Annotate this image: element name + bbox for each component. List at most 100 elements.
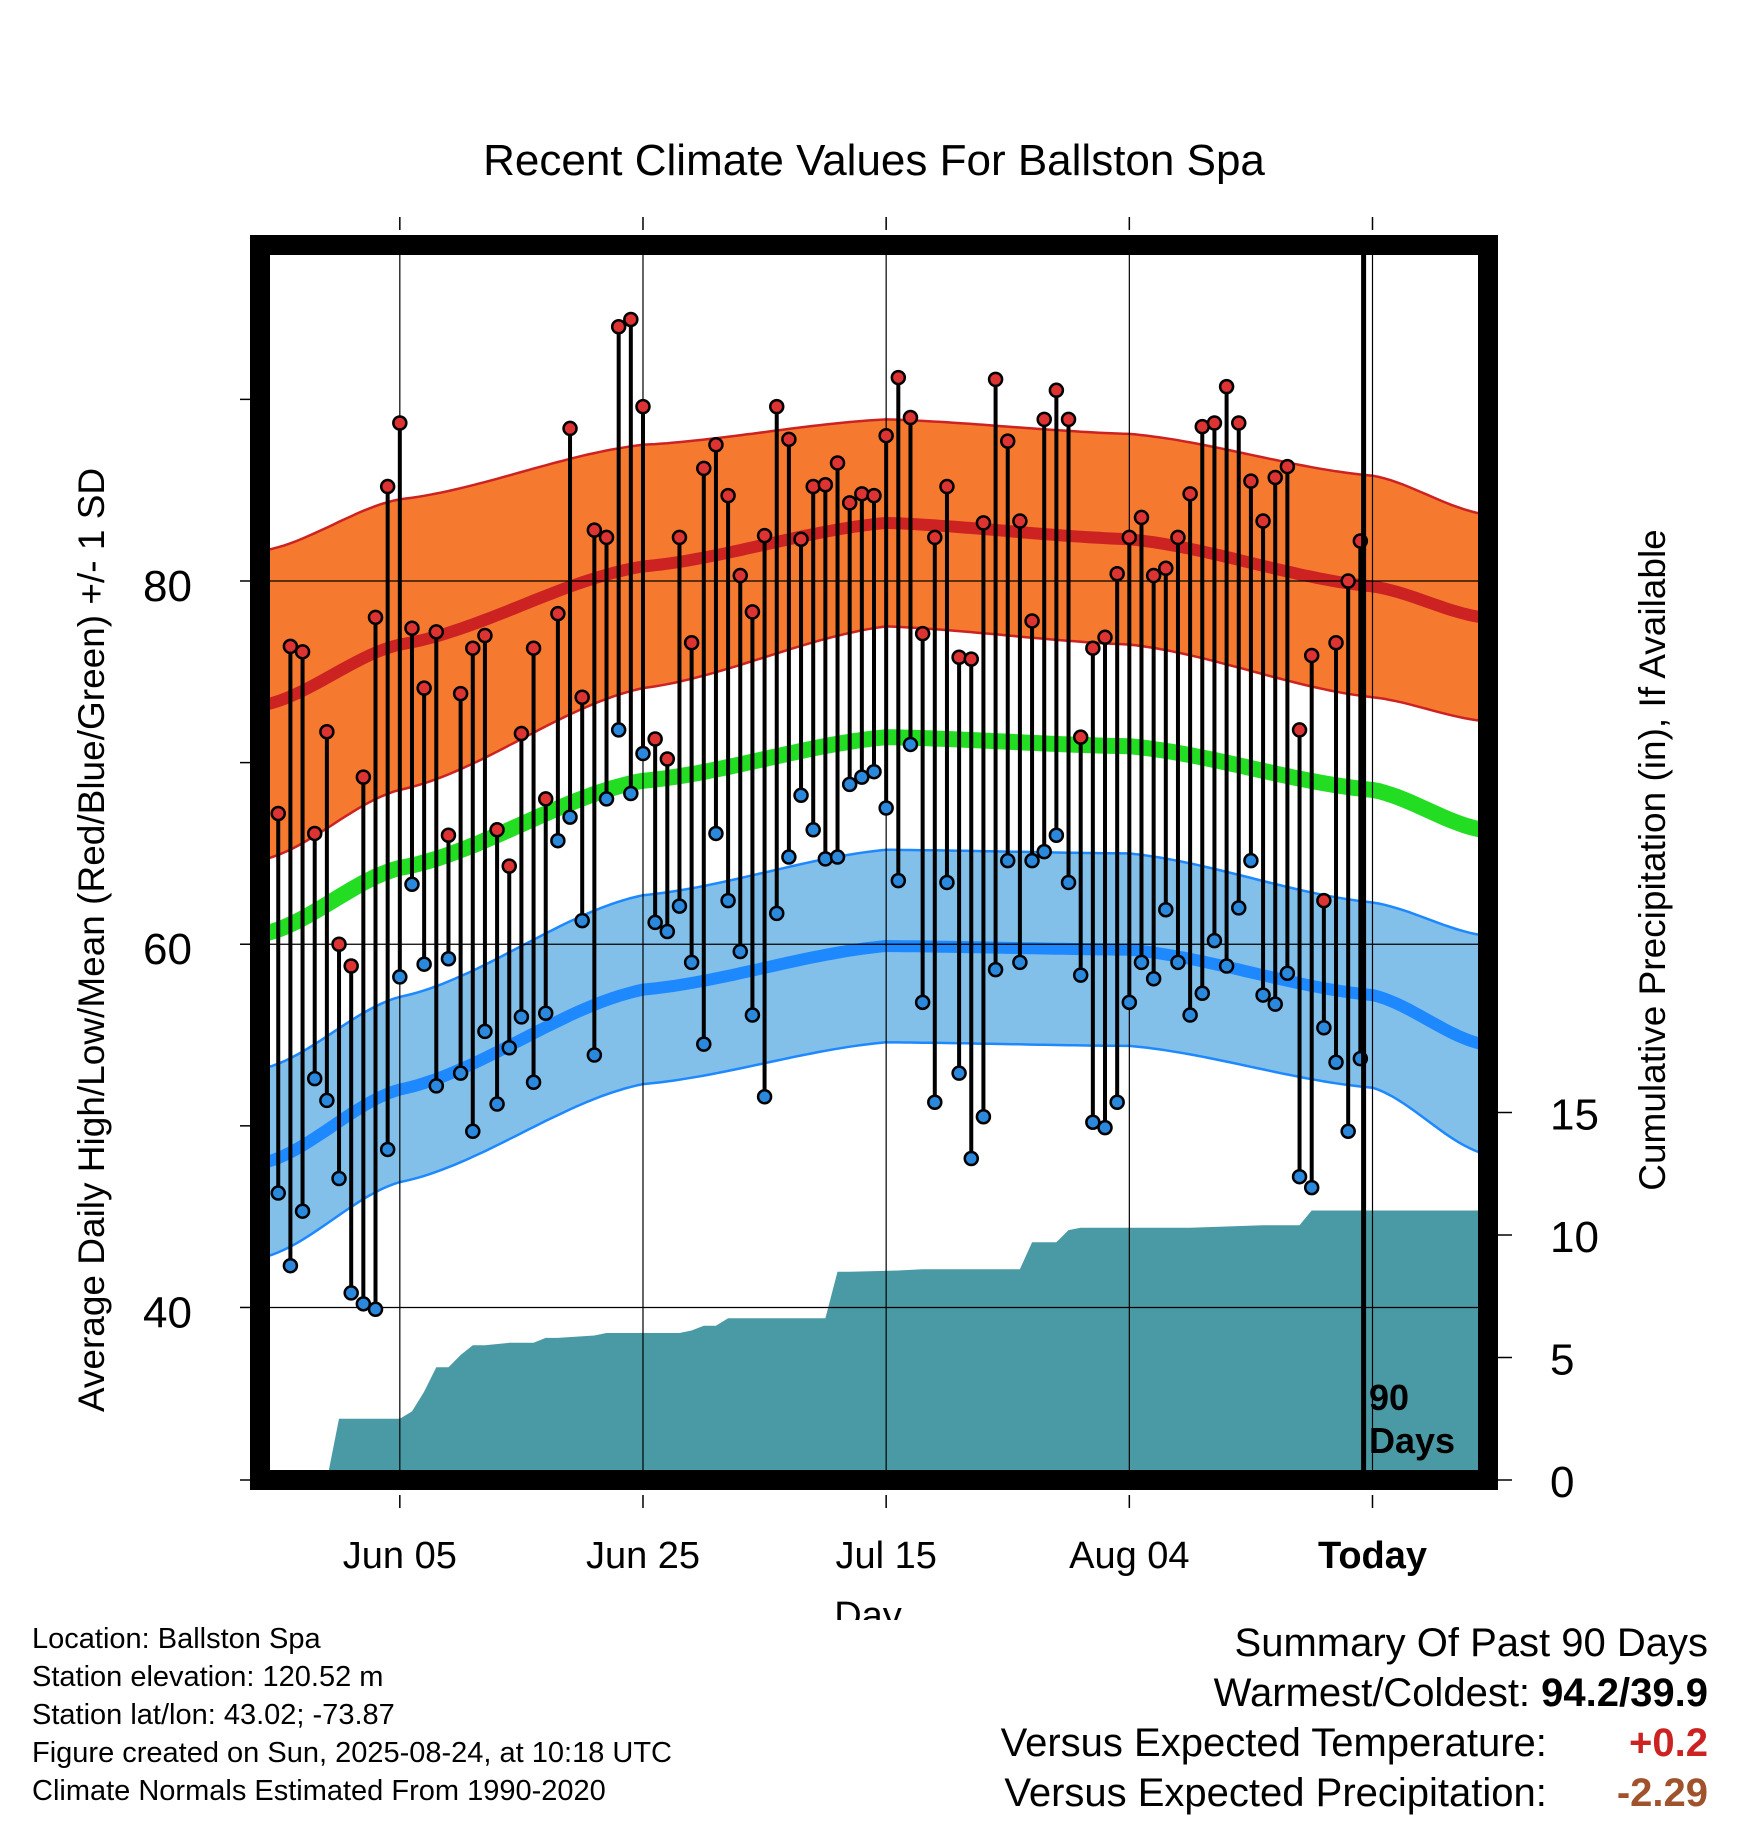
high-temp-point <box>306 825 323 842</box>
low-upper-edge <box>265 848 1483 1069</box>
y2-tick-label: 0 <box>1550 1458 1574 1507</box>
low-temp-point <box>1170 954 1186 971</box>
chart-title: Recent Climate Values For Ballston Spa <box>483 136 1265 185</box>
y-tick-label: 60 <box>143 925 192 974</box>
low-temp-point <box>841 776 858 793</box>
y2-tick-label: 5 <box>1550 1336 1574 1385</box>
low-temp-point <box>1316 1020 1332 1036</box>
high-upper-edge <box>265 418 1483 552</box>
low-temp-point <box>1255 987 1271 1003</box>
low-temp-point <box>927 1094 943 1110</box>
summary-panel: Summary Of Past 90 Days Warmest/Coldest:… <box>1001 1618 1708 1818</box>
low-temp-point <box>379 1141 396 1158</box>
high-temp-point <box>440 827 457 844</box>
high-temp-point <box>1012 513 1028 529</box>
high-temp-point <box>1133 509 1150 526</box>
low-lower-edge <box>265 1041 1483 1258</box>
normals-text: Climate Normals Estimated From 1990-2020 <box>32 1775 606 1807</box>
high-temp-point <box>927 529 943 546</box>
high-temp-point <box>367 609 384 626</box>
low-temp-point <box>1121 994 1138 1011</box>
summary-heading: Summary Of Past 90 Days <box>1234 1621 1708 1665</box>
low-temp-point <box>331 1170 347 1187</box>
high-temp-point <box>392 415 408 431</box>
low-temp-point <box>744 1007 761 1023</box>
low-temp-point <box>805 822 821 838</box>
low-temp-point <box>963 1150 980 1167</box>
high-temp-point <box>963 651 980 667</box>
y-tick-label: 40 <box>143 1288 192 1337</box>
high-temp-point <box>294 644 311 660</box>
y-tick-label: 80 <box>143 562 192 611</box>
warmest-coldest-row: Warmest/Coldest: 94.2/39.9 <box>1001 1668 1708 1718</box>
low-temp-point <box>878 800 894 816</box>
high-temp-point <box>331 936 347 952</box>
x-axis-label: Day <box>834 1595 902 1620</box>
high-temp-point <box>854 486 870 502</box>
high-temp-point <box>1121 529 1138 546</box>
high-temp-point <box>1072 729 1089 745</box>
high-temp-point <box>1218 378 1235 395</box>
high-temp-point <box>513 725 530 742</box>
low-temp-point <box>708 825 724 842</box>
high-temp-point <box>1340 573 1356 589</box>
high-temp-point <box>1036 411 1052 428</box>
high-temp-point <box>720 487 736 504</box>
low-temp-point <box>282 1257 299 1274</box>
low-temp-point <box>854 769 870 785</box>
climate-chart: Recent Climate Values For Ballston Spa 9… <box>71 136 1673 1620</box>
high-temp-point <box>793 531 809 547</box>
high-temp-point <box>1145 567 1162 584</box>
high-temp-point <box>465 640 481 656</box>
low-temp-point <box>696 1036 712 1052</box>
low-temp-point <box>562 809 578 825</box>
plot-frame <box>250 235 1498 1490</box>
low-temp-point <box>781 849 797 865</box>
x-tick-label: Jun 05 <box>343 1535 457 1577</box>
low-temp-point <box>489 1096 505 1112</box>
high-temp-point <box>708 437 724 453</box>
high-temp-point <box>416 680 432 696</box>
low-temp-point <box>951 1065 967 1081</box>
low-temp-point <box>306 1070 323 1087</box>
high-temp-point <box>1255 513 1271 529</box>
precipitation-area <box>266 1210 1482 1480</box>
low-temp-point <box>404 876 420 893</box>
low-temp-point <box>1036 843 1052 860</box>
high-temp-point <box>1243 473 1259 489</box>
low-temp-point <box>294 1203 311 1219</box>
high-temp-point <box>866 487 882 504</box>
temp-anomaly-value: +0.2 <box>1629 1721 1708 1765</box>
low-temp-point <box>756 1089 773 1105</box>
high-temp-point <box>659 751 676 767</box>
low-temp-point <box>1012 954 1028 971</box>
high-temp-point <box>1109 565 1125 582</box>
high-temp-point <box>550 605 566 622</box>
precipitation-fill <box>266 1210 1482 1480</box>
high-temp-point <box>1048 382 1065 399</box>
high-temp-point <box>805 478 821 495</box>
low-temp-point <box>1218 958 1235 974</box>
high-temp-point <box>1085 640 1101 656</box>
low-temp-point <box>343 1285 359 1301</box>
high-temp-point <box>1206 415 1223 431</box>
high-temp-point <box>841 495 858 511</box>
high-temp-point <box>1231 415 1247 431</box>
y2-axis-label: Cumulative Precipitation (in), If Availa… <box>1632 529 1673 1191</box>
high-temp-point <box>452 685 469 702</box>
high-temp-point <box>343 958 359 974</box>
temp-anomaly-label: Versus Expected Temperature: <box>1000 1721 1547 1765</box>
low-temp-point <box>465 1123 481 1140</box>
low-temp-point <box>1182 1007 1198 1023</box>
high-temp-point <box>829 455 846 471</box>
high-temp-point <box>501 858 517 874</box>
low-temp-point <box>319 1092 335 1109</box>
high-temp-point <box>999 433 1016 449</box>
high-temp-point <box>696 460 712 477</box>
high-temp-point <box>1303 647 1320 664</box>
high-temp-point <box>489 822 505 838</box>
warmest-coldest-label: Warmest/Coldest: <box>1213 1671 1531 1715</box>
high-temp-point <box>781 431 797 448</box>
low-temp-point <box>537 1005 554 1021</box>
low-temp-point <box>513 1009 530 1025</box>
